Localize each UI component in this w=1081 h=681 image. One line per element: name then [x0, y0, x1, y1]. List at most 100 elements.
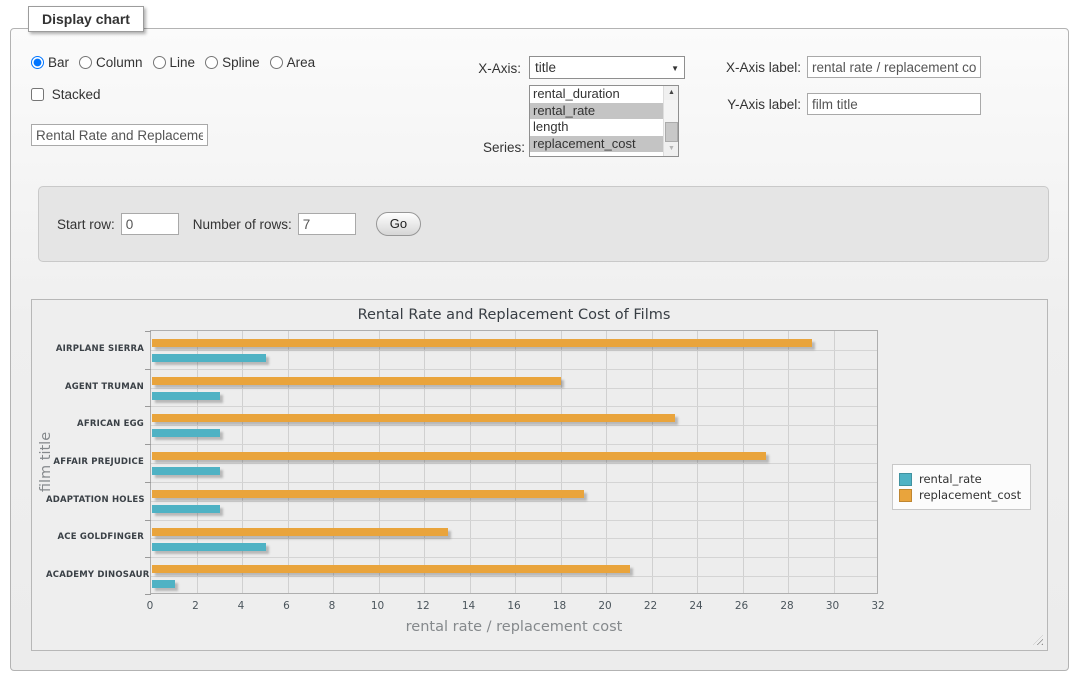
- series-option-rental_duration[interactable]: rental_duration: [530, 86, 678, 103]
- x-axis-selected-value: title: [535, 60, 556, 75]
- series-scrollbar[interactable]: ▲ ▼: [663, 86, 678, 156]
- chart-type-radio-group: Bar Column Line Spline Area: [31, 55, 325, 71]
- y-axis-tick: [145, 331, 151, 332]
- gridline-vertical: [424, 331, 425, 593]
- chart-type-label: Area: [287, 55, 316, 70]
- row-range-box: Start row: Number of rows: Go: [38, 186, 1049, 262]
- gridline-horizontal: [151, 576, 877, 577]
- gridline-vertical: [561, 331, 562, 593]
- x-axis-label-input[interactable]: [807, 56, 981, 78]
- panel-title: Display chart: [28, 6, 144, 32]
- gridline-horizontal: [151, 520, 877, 521]
- gridline-horizontal: [151, 350, 877, 351]
- num-rows-input[interactable]: [298, 213, 356, 235]
- gridline-vertical: [788, 331, 789, 593]
- gridline-vertical: [515, 331, 516, 593]
- bar-rental_rate: [152, 543, 266, 551]
- chart-type-radio-column[interactable]: [79, 56, 92, 69]
- gridline-horizontal: [151, 463, 877, 464]
- bar-replacement_cost: [152, 565, 630, 573]
- chart-type-radio-bar[interactable]: [31, 56, 44, 69]
- go-button[interactable]: Go: [376, 212, 421, 236]
- x-tick-label: 20: [590, 600, 620, 612]
- gridline-horizontal: [151, 557, 877, 558]
- x-tick-label: 0: [135, 600, 165, 612]
- plot-area: [150, 330, 878, 594]
- gridline-vertical: [606, 331, 607, 593]
- y-axis-tick: [145, 520, 151, 521]
- stacked-label[interactable]: Stacked: [31, 87, 101, 102]
- gridline-horizontal: [151, 369, 877, 370]
- x-axis-select[interactable]: title ▼: [529, 56, 685, 79]
- display-chart-panel: BarColumnLineSplineArea Stacked X-Axis: …: [10, 28, 1069, 671]
- y-axis-tick: [145, 557, 151, 558]
- y-axis-tick: [145, 369, 151, 370]
- category-label: AFRICAN EGG: [46, 419, 144, 429]
- gridline-vertical: [652, 331, 653, 593]
- bar-rental_rate: [152, 392, 220, 400]
- bar-replacement_cost: [152, 528, 448, 536]
- stacked-row: Stacked: [31, 87, 111, 103]
- gridline-horizontal: [151, 501, 877, 502]
- gridline-vertical: [697, 331, 698, 593]
- series-option-rental_rate[interactable]: rental_rate: [530, 103, 678, 120]
- y-axis-label-input[interactable]: [807, 93, 981, 115]
- category-label: AGENT TRUMAN: [46, 382, 144, 392]
- gridline-vertical: [242, 331, 243, 593]
- series-option-replacement_cost[interactable]: replacement_cost: [530, 136, 678, 153]
- series-multiselect[interactable]: rental_durationrental_ratelengthreplacem…: [529, 85, 679, 157]
- series-options: rental_durationrental_ratelengthreplacem…: [530, 86, 678, 152]
- x-tick-label: 28: [772, 600, 802, 612]
- scroll-up-icon[interactable]: ▲: [664, 86, 679, 100]
- chevron-down-icon: ▼: [671, 64, 679, 73]
- x-tick-label: 4: [226, 600, 256, 612]
- bar-rental_rate: [152, 429, 220, 437]
- x-tick-label: 22: [636, 600, 666, 612]
- chart-type-label: Bar: [48, 55, 69, 70]
- chart-type-radio-area[interactable]: [270, 56, 283, 69]
- scroll-down-icon[interactable]: ▼: [664, 142, 679, 156]
- start-row-input[interactable]: [121, 213, 179, 235]
- chart-title: Rental Rate and Replacement Cost of Film…: [150, 307, 878, 323]
- x-tick-label: 2: [181, 600, 211, 612]
- category-label: ACE GOLDFINGER: [46, 532, 144, 542]
- chart-type-option-column[interactable]: Column: [79, 55, 143, 70]
- category-label: AFFAIR PREJUDICE: [46, 457, 144, 467]
- bar-replacement_cost: [152, 339, 812, 347]
- gridline-horizontal: [151, 444, 877, 445]
- category-label: AIRPLANE SIERRA: [46, 344, 144, 354]
- x-axis-title: rental rate / replacement cost: [150, 619, 878, 635]
- legend-item: rental_rate: [899, 472, 1021, 486]
- chart-type-option-line[interactable]: Line: [153, 55, 196, 70]
- x-tick-label: 8: [317, 600, 347, 612]
- gridline-horizontal: [151, 388, 877, 389]
- chart-type-option-spline[interactable]: Spline: [205, 55, 260, 70]
- gridline-vertical: [197, 331, 198, 593]
- chart-legend: rental_rate replacement_cost: [892, 464, 1031, 510]
- gridline-vertical: [333, 331, 334, 593]
- chart-type-option-bar[interactable]: Bar: [31, 55, 69, 70]
- legend-item: replacement_cost: [899, 488, 1021, 502]
- series-option-length[interactable]: length: [530, 119, 678, 136]
- chart-type-radio-spline[interactable]: [205, 56, 218, 69]
- x-tick-label: 6: [272, 600, 302, 612]
- chart-container: Rental Rate and Replacement Cost of Film…: [31, 299, 1048, 651]
- stacked-label-text: Stacked: [52, 87, 101, 102]
- y-axis-tick: [145, 594, 151, 595]
- bar-replacement_cost: [152, 490, 584, 498]
- x-tick-label: 10: [363, 600, 393, 612]
- stacked-checkbox[interactable]: [31, 88, 44, 101]
- legend-label: rental_rate: [919, 472, 982, 486]
- chart-type-radio-line[interactable]: [153, 56, 166, 69]
- legend-swatch-rental_rate: [899, 473, 912, 486]
- x-tick-label: 32: [863, 600, 893, 612]
- chart-type-option-area[interactable]: Area: [270, 55, 316, 70]
- legend-label: replacement_cost: [919, 488, 1021, 502]
- series-select-label: Series:: [435, 140, 525, 155]
- resize-handle-icon[interactable]: [1033, 635, 1043, 645]
- y-axis-tick: [145, 482, 151, 483]
- scrollbar-thumb[interactable]: [665, 122, 678, 142]
- chart-title-input[interactable]: [31, 124, 208, 146]
- x-tick-label: 14: [454, 600, 484, 612]
- gridline-vertical: [470, 331, 471, 593]
